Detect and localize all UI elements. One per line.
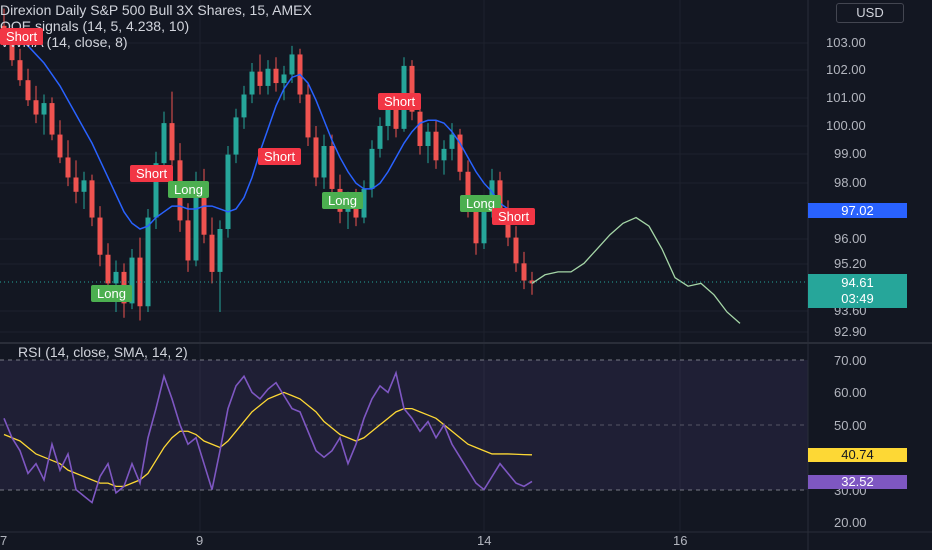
- candle-body: [185, 220, 191, 261]
- price-tick: 100.00: [826, 118, 866, 133]
- last-price-value: 94.61: [841, 275, 874, 290]
- candle-body: [441, 148, 447, 161]
- candle-body: [233, 117, 239, 155]
- candle-body: [241, 94, 247, 118]
- candle-body: [465, 171, 471, 209]
- price-tick: 98.00: [834, 175, 867, 190]
- price-tick: 96.00: [834, 231, 867, 246]
- short-signal: Short: [378, 93, 422, 110]
- candle-body: [265, 68, 271, 86]
- short-signal: Short: [0, 28, 44, 45]
- candle-body: [417, 111, 423, 147]
- time-tick: 14: [477, 533, 492, 548]
- currency-button[interactable]: USD: [836, 3, 904, 23]
- candle-body: [145, 217, 151, 307]
- candle-body: [369, 148, 375, 189]
- projection-line: [531, 216, 741, 324]
- long-signal: Long: [460, 195, 501, 212]
- candle-body: [505, 214, 511, 238]
- rsi-line: [3, 370, 533, 504]
- long-signal: Long: [91, 285, 132, 302]
- candle-body: [209, 234, 215, 272]
- price-tick: 101.00: [826, 90, 866, 105]
- candle-body: [457, 134, 463, 172]
- candle-body: [289, 54, 295, 75]
- candle-body: [481, 206, 487, 244]
- rsi-indicator-label[interactable]: RSI (14, close, SMA, 14, 2): [18, 344, 188, 360]
- candle-body: [81, 180, 87, 192]
- rsi-tick: 50.00: [834, 418, 867, 433]
- qqe-indicator-label[interactable]: QQE signals (14, 5, 4.238, 10): [0, 18, 190, 34]
- candle-body: [393, 103, 399, 129]
- candle-body: [9, 43, 15, 61]
- candle-body: [281, 74, 287, 84]
- candle-body: [17, 60, 23, 81]
- candle-body: [41, 103, 47, 115]
- candle-body: [513, 237, 519, 264]
- rsi-tick: 60.00: [834, 385, 867, 400]
- price-tick: 95.20: [834, 256, 867, 271]
- candle-body: [225, 154, 231, 229]
- time-tick: 16: [673, 533, 688, 548]
- candle-body: [73, 177, 79, 192]
- candle-body: [57, 134, 63, 158]
- candle-body: [49, 103, 55, 135]
- candle-body: [113, 271, 119, 284]
- candle-body: [169, 123, 175, 161]
- candle-body: [433, 131, 439, 161]
- candle-body: [313, 137, 319, 178]
- price-tick: 102.00: [826, 62, 866, 77]
- candle-body: [489, 180, 495, 207]
- candle-body: [329, 146, 335, 189]
- candle-body: [249, 71, 255, 95]
- candle-body: [217, 228, 223, 272]
- short-signal: Short: [492, 208, 536, 225]
- candle-body: [321, 146, 327, 178]
- candle-body: [105, 254, 111, 284]
- rsi-value-badge: 32.52: [808, 475, 907, 489]
- candle-body: [89, 180, 95, 218]
- candle-body: [25, 80, 31, 101]
- time-tick: 9: [196, 533, 204, 548]
- vwma-line: [3, 30, 533, 230]
- candle-body: [257, 71, 263, 86]
- candle-body: [129, 257, 135, 304]
- last-price-badge: 94.61 03:49: [808, 274, 907, 308]
- chart-title[interactable]: Direxion Daily S&P 500 Bull 3X Shares, 1…: [0, 2, 312, 18]
- rsi-tick: 20.00: [834, 515, 867, 530]
- candle-body: [425, 131, 431, 147]
- rsi-sma-badge: 40.74: [808, 448, 907, 462]
- rsi-tick: 70.00: [834, 353, 867, 368]
- candle-body: [521, 263, 527, 281]
- candle-body: [473, 208, 479, 244]
- candle-body: [273, 68, 279, 84]
- bar-countdown: 03:49: [841, 291, 874, 306]
- grid: [0, 0, 808, 532]
- candle-body: [305, 94, 311, 138]
- candle-body: [361, 188, 367, 218]
- long-signal: Long: [168, 181, 209, 198]
- candle-body: [33, 100, 39, 115]
- price-tick: 103.00: [826, 35, 866, 50]
- candle-body: [161, 123, 167, 164]
- long-signal: Long: [322, 192, 363, 209]
- vwma-price-badge: 97.02: [808, 203, 907, 218]
- candle-body: [449, 134, 455, 149]
- candle-body: [201, 183, 207, 235]
- short-signal: Short: [130, 165, 174, 182]
- candle-body: [97, 217, 103, 255]
- short-signal: Short: [258, 148, 302, 165]
- candle-body: [385, 103, 391, 126]
- candle-body: [65, 157, 71, 178]
- price-tick: 92.90: [834, 324, 867, 339]
- time-tick: 7: [0, 533, 8, 548]
- price-tick: 99.00: [834, 146, 867, 161]
- candle-body: [409, 65, 415, 112]
- candle-body: [193, 183, 199, 261]
- candle-body: [377, 125, 383, 149]
- candle-body: [153, 163, 159, 218]
